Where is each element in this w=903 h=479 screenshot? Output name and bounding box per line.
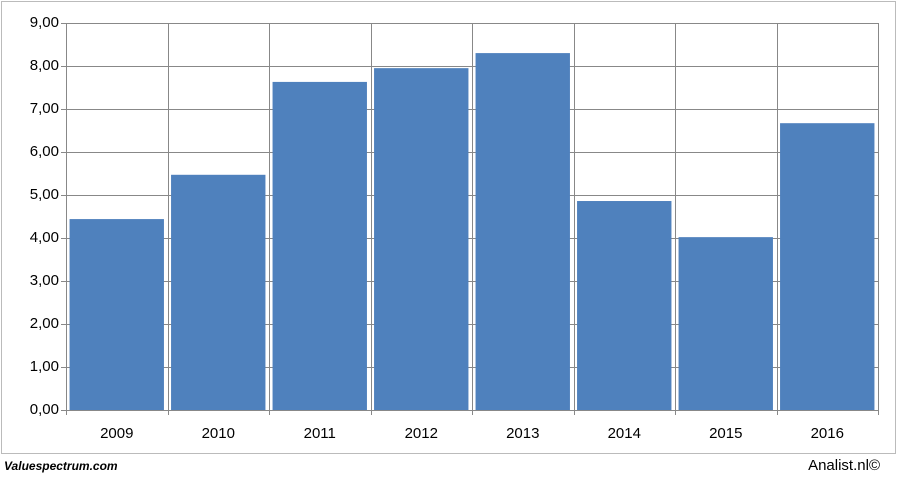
x-tick-label: 2013	[506, 425, 539, 442]
y-tick-label: 7,00	[30, 100, 59, 117]
y-tick-label: 4,00	[30, 229, 59, 246]
y-tick-label: 8,00	[30, 57, 59, 74]
bar	[171, 174, 266, 410]
bar	[780, 123, 875, 410]
footer-right: Analist.nl©	[808, 457, 880, 474]
y-tick-label: 1,00	[30, 358, 59, 375]
x-tick-label: 2010	[202, 425, 235, 442]
y-tick-label: 2,00	[30, 315, 59, 332]
y-tick-label: 5,00	[30, 186, 59, 203]
footer-left: Valuespectrum.com	[4, 459, 118, 473]
bar	[374, 68, 469, 411]
y-tick-label: 9,00	[30, 14, 59, 31]
bar	[69, 219, 164, 410]
y-tick-label: 0,00	[30, 401, 59, 418]
x-tick-label: 2009	[100, 425, 133, 442]
bar	[475, 53, 570, 410]
x-tick-label: 2014	[608, 425, 641, 442]
bar	[272, 81, 367, 410]
bar	[678, 237, 773, 410]
x-tick-label: 2015	[709, 425, 742, 442]
bar	[577, 201, 672, 410]
y-tick-label: 3,00	[30, 272, 59, 289]
x-tick-label: 2012	[405, 425, 438, 442]
x-tick-label: 2016	[811, 425, 844, 442]
y-tick-label: 6,00	[30, 143, 59, 160]
x-tick-label: 2011	[304, 425, 336, 442]
